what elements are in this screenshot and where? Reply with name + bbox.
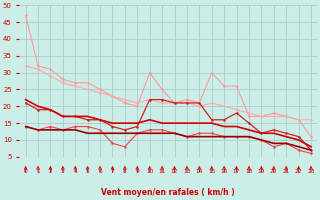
X-axis label: Vent moyen/en rafales ( km/h ): Vent moyen/en rafales ( km/h ): [101, 188, 235, 197]
